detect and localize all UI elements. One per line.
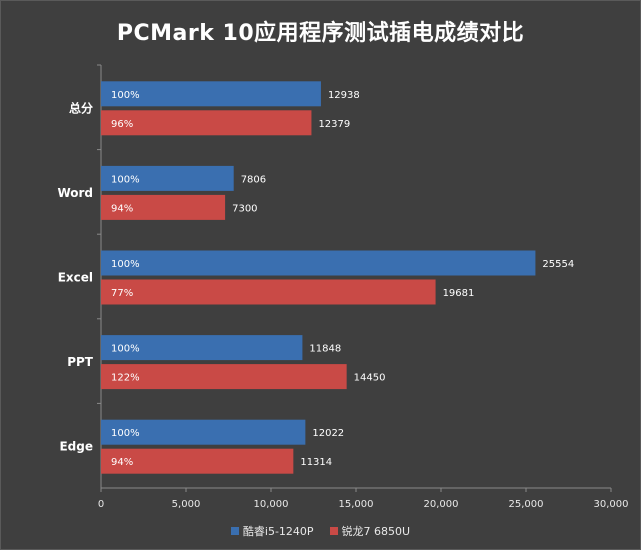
x-tick-label: 20,000 — [424, 499, 459, 510]
bar-percent-label: 77% — [111, 288, 133, 299]
bar — [101, 194, 226, 220]
x-tick-label: 0 — [98, 499, 104, 510]
bar-percent-label: 94% — [111, 203, 133, 214]
x-tick-label: 5,000 — [172, 499, 201, 510]
bar-value-label: 14450 — [354, 373, 386, 384]
legend: 酷睿i5-1240P 锐龙7 6850U — [1, 523, 640, 539]
x-tick-label: 10,000 — [254, 499, 289, 510]
bar — [101, 165, 234, 191]
bar-percent-label: 100% — [111, 90, 140, 101]
legend-swatch — [329, 527, 338, 535]
category-label: Excel — [58, 271, 93, 285]
bar — [101, 448, 294, 474]
bar-value-label: 12022 — [312, 428, 344, 439]
x-tick-label: 15,000 — [339, 499, 374, 510]
bar-percent-label: 100% — [111, 344, 140, 355]
bar-value-label: 19681 — [443, 288, 475, 299]
bar-value-label: 12938 — [328, 90, 360, 101]
bar-percent-label: 94% — [111, 457, 133, 468]
category-label: Edge — [59, 440, 93, 454]
legend-item: 酷睿i5-1240P — [230, 523, 314, 539]
bar-value-label: 12379 — [318, 119, 350, 130]
chart-title: PCMark 10应用程序测试插电成绩对比 — [116, 21, 525, 46]
bar-percent-label: 122% — [111, 373, 140, 384]
x-tick-label: 30,000 — [594, 499, 629, 510]
category-label: PPT — [67, 355, 94, 369]
bar-percent-label: 100% — [111, 174, 140, 185]
x-tick-label: 25,000 — [509, 499, 544, 510]
bar-percent-label: 96% — [111, 119, 133, 130]
bar-value-label: 7300 — [232, 203, 257, 214]
category-label: 总分 — [69, 100, 93, 115]
bar — [101, 419, 306, 445]
bar-value-label: 11848 — [309, 344, 341, 355]
bar-value-label: 25554 — [542, 259, 574, 270]
bar — [101, 364, 347, 390]
legend-swatch — [230, 527, 239, 535]
legend-item: 锐龙7 6850U — [329, 523, 411, 539]
bar-value-label: 7806 — [241, 174, 266, 185]
bar — [101, 279, 436, 305]
bar — [101, 81, 321, 107]
bar-percent-label: 100% — [111, 428, 140, 439]
bar — [101, 250, 536, 276]
bar-value-label: 11314 — [300, 457, 332, 468]
legend-label: 锐龙7 6850U — [341, 525, 411, 538]
category-label: Word — [57, 186, 93, 200]
bar-percent-label: 100% — [111, 259, 140, 270]
bar — [101, 110, 312, 136]
bar — [101, 335, 303, 361]
legend-label: 酷睿i5-1240P — [242, 525, 314, 538]
